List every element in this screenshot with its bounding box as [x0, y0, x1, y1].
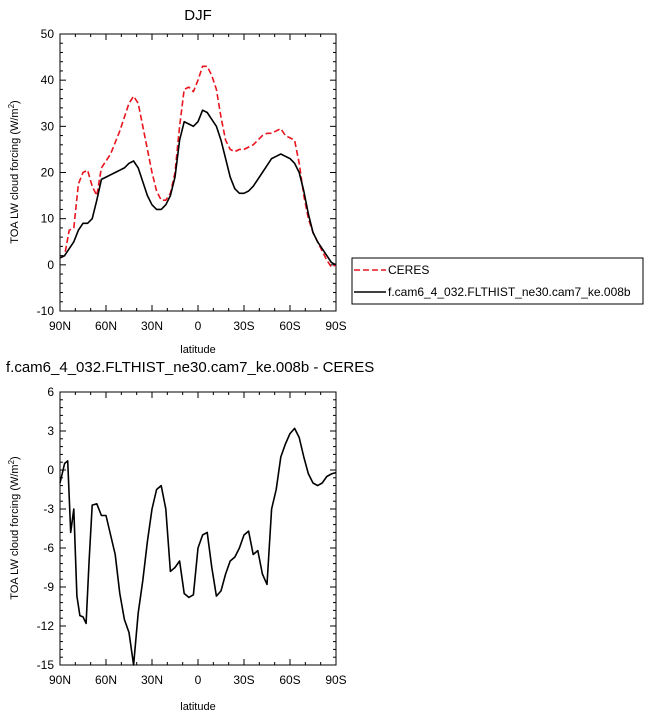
- bottom-x-tick-label: 60N: [95, 673, 117, 687]
- bottom-x-tick-label: 90S: [325, 673, 346, 687]
- top-y-axis-label-close: ): [9, 100, 21, 104]
- legend-box: [351, 257, 644, 305]
- top-y-axis-label: TOA LW cloud forcing (W/m2): [7, 100, 21, 243]
- top-x-axis: 90N 60N 30N 0 30S 60S 90S: [49, 34, 347, 333]
- top-x-tick-label: 30S: [233, 319, 254, 333]
- bottom-y-tick-label: -12: [37, 619, 55, 633]
- top-x-tick-label: 90S: [325, 319, 346, 333]
- legend-label-ceres: CERES: [388, 263, 429, 277]
- legend: CERES f.cam6_4_032.FLTHIST_ne30.cam7_ke.…: [351, 257, 644, 305]
- bottom-y-tick-label: -6: [43, 541, 54, 555]
- top-x-tick-label: 0: [195, 319, 202, 333]
- bottom-y-axis-label-sup: 2: [7, 459, 16, 464]
- top-panel: DJF -10 0 10 20 30 40 50 90N 60N 30N 0 30S 60S 90S l…: [7, 7, 644, 356]
- top-y-tick-label: 0: [47, 258, 54, 272]
- top-y-axis-label-main: TOA LW cloud forcing (W/m: [9, 108, 21, 243]
- top-y-tick-label: 30: [41, 119, 55, 133]
- bottom-y-tick-label: -9: [43, 580, 54, 594]
- top-x-tick-label: 60N: [95, 319, 117, 333]
- top-series-line-0: [59, 65, 337, 268]
- top-series-line-1: [59, 109, 337, 266]
- bottom-x-axis: 90N 60N 30N 0 30S 60S 90S: [49, 392, 347, 687]
- bottom-y-tick-label: -3: [43, 502, 54, 516]
- bottom-y-tick-label: -15: [37, 658, 55, 672]
- bottom-y-tick-label: 0: [47, 463, 54, 477]
- top-y-tick-label: 50: [41, 27, 55, 41]
- bottom-x-tick-label: 30N: [141, 673, 163, 687]
- bottom-y-axis-label: TOA LW cloud forcing (W/m2): [7, 456, 21, 599]
- bottom-x-tick-label: 90N: [49, 673, 71, 687]
- bottom-plot-frame: [59, 391, 337, 666]
- bottom-series-line-0: [59, 427, 337, 666]
- bottom-y-tick-label: 3: [47, 424, 54, 438]
- bottom-x-tick-label: 60S: [279, 673, 300, 687]
- bottom-y-axis-label-close: ): [9, 456, 21, 460]
- top-x-axis-label: latitude: [180, 344, 215, 356]
- bottom-panel: f.cam6_4_032.FLTHIST_ne30.cam7_ke.008b -…: [6, 359, 374, 713]
- bottom-x-tick-label: 0: [195, 673, 202, 687]
- bottom-chart-title: f.cam6_4_032.FLTHIST_ne30.cam7_ke.008b -…: [6, 359, 374, 376]
- bottom-y-axis: -15 -12 -9 -6 -3 0 3 6: [37, 385, 336, 672]
- top-y-tick-label: 40: [41, 73, 55, 87]
- top-y-axis: -10 0 10 20 30 40 50: [37, 27, 336, 318]
- top-y-axis-label-sup: 2: [7, 103, 16, 108]
- top-y-tick-label: -10: [37, 304, 55, 318]
- top-x-tick-label: 60S: [279, 319, 300, 333]
- bottom-y-tick-label: 6: [47, 385, 54, 399]
- legend-label-model: f.cam6_4_032.FLTHIST_ne30.cam7_ke.008b: [388, 285, 631, 299]
- bottom-series-lines: [59, 427, 337, 666]
- top-y-tick-label: 20: [41, 166, 55, 180]
- top-series-lines: [59, 65, 337, 268]
- top-x-tick-label: 90N: [49, 319, 71, 333]
- bottom-x-tick-label: 30S: [233, 673, 254, 687]
- bottom-y-axis-label-main: TOA LW cloud forcing (W/m: [9, 464, 21, 599]
- bottom-x-axis-label: latitude: [180, 701, 215, 713]
- top-y-tick-label: 10: [41, 212, 55, 226]
- top-x-tick-label: 30N: [141, 319, 163, 333]
- top-chart-title: DJF: [184, 7, 212, 24]
